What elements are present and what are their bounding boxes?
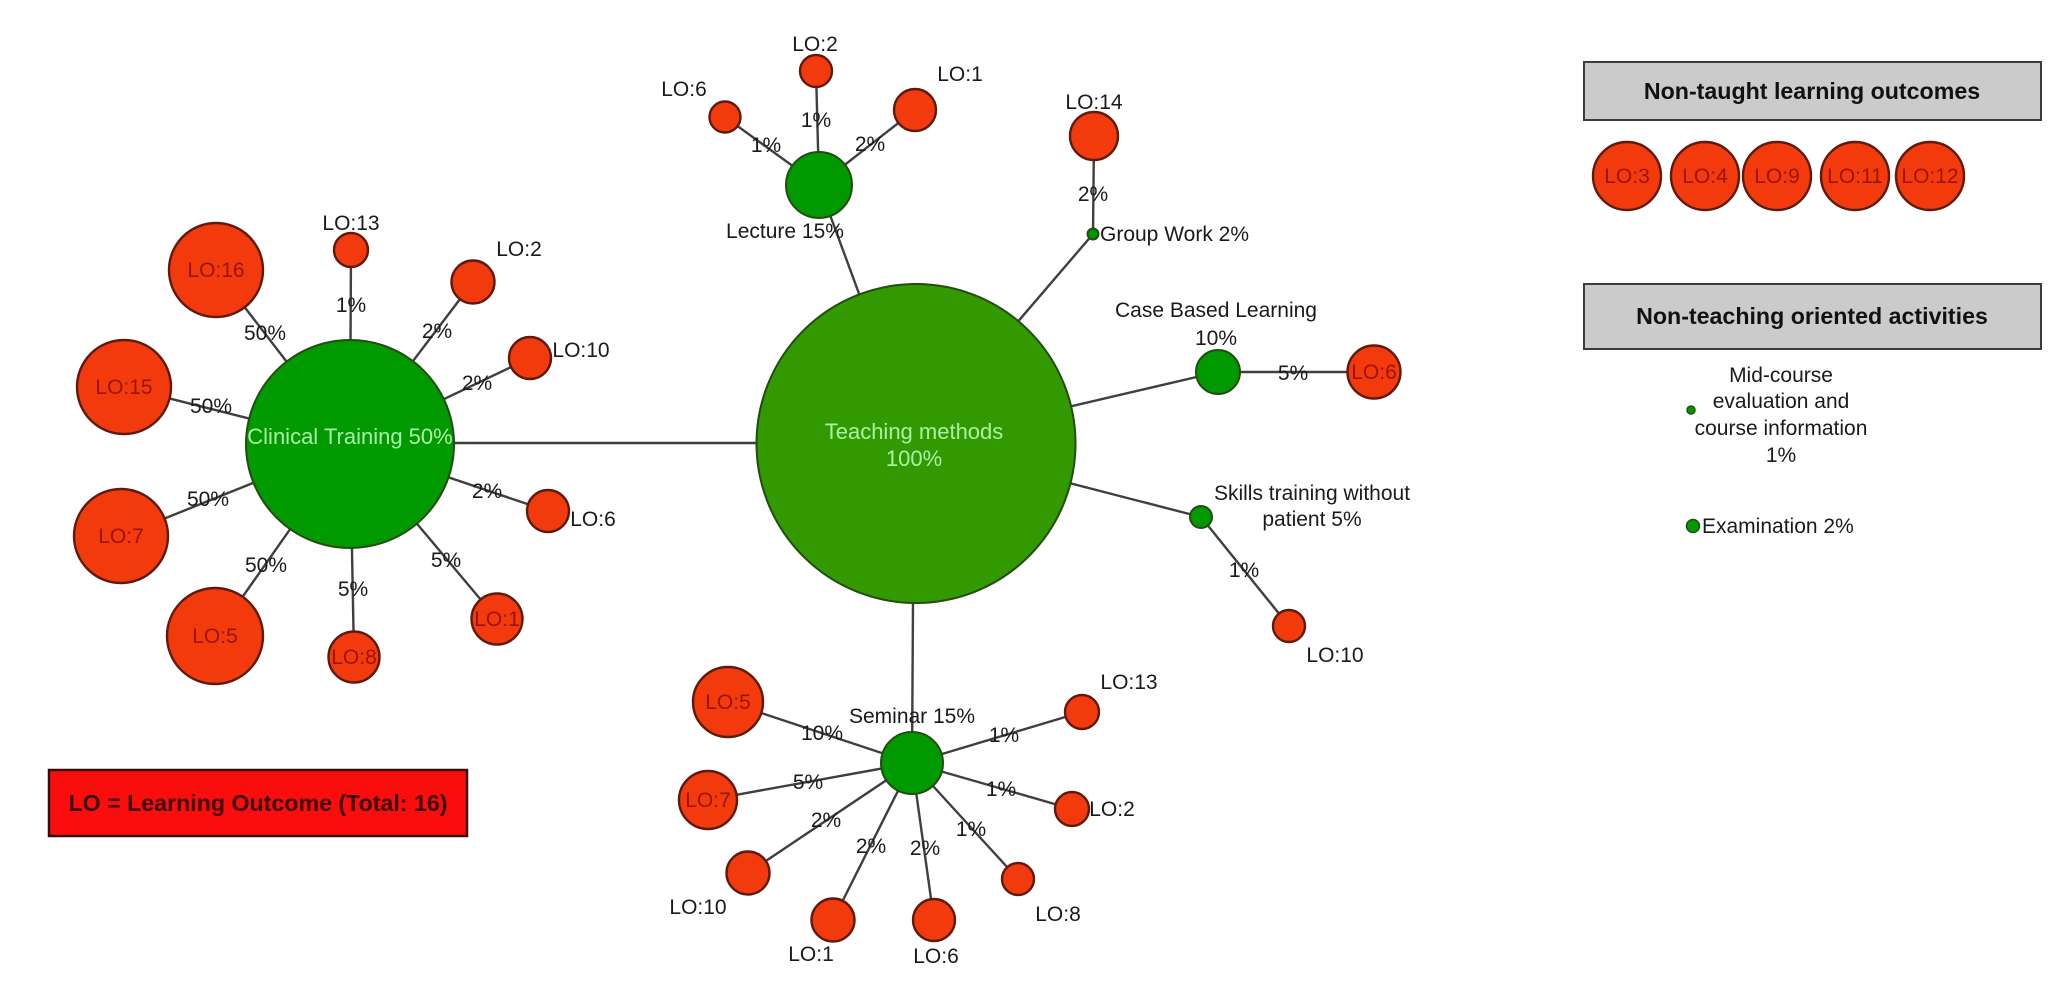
svg-text:2%: 2%: [472, 480, 502, 503]
svg-text:LO:6: LO:6: [570, 508, 616, 531]
svg-text:LO:11: LO:11: [1827, 165, 1883, 188]
svg-text:Mid-course: Mid-course: [1729, 364, 1833, 387]
svg-text:LO:2: LO:2: [1089, 798, 1135, 821]
svg-text:LO:12: LO:12: [1901, 165, 1958, 188]
svg-text:1%: 1%: [956, 818, 986, 841]
svg-text:LO:13: LO:13: [322, 212, 379, 235]
svg-text:100%: 100%: [886, 446, 942, 471]
svg-text:Teaching methods: Teaching methods: [825, 419, 1004, 444]
svg-text:LO:15: LO:15: [95, 376, 152, 399]
svg-text:Group Work 2%: Group Work 2%: [1100, 223, 1249, 246]
svg-text:LO:9: LO:9: [1754, 165, 1800, 188]
svg-text:Seminar 15%: Seminar 15%: [849, 705, 975, 728]
svg-text:10%: 10%: [801, 722, 843, 745]
svg-text:LO:1: LO:1: [937, 63, 983, 86]
svg-text:10%: 10%: [1195, 327, 1237, 350]
svg-text:50%: 50%: [244, 322, 286, 345]
svg-text:5%: 5%: [431, 549, 461, 572]
svg-text:Examination 2%: Examination 2%: [1702, 515, 1854, 538]
svg-text:LO:8: LO:8: [1035, 903, 1081, 926]
svg-text:Case Based Learning: Case Based Learning: [1115, 299, 1317, 322]
svg-text:LO:10: LO:10: [669, 896, 726, 919]
svg-text:1%: 1%: [1229, 559, 1259, 582]
svg-text:5%: 5%: [338, 578, 368, 601]
svg-text:LO:2: LO:2: [496, 238, 542, 261]
svg-text:LO:1: LO:1: [788, 943, 834, 966]
svg-text:LO:5: LO:5: [192, 625, 238, 648]
svg-text:Skills training without: Skills training without: [1214, 482, 1410, 505]
svg-text:2%: 2%: [910, 837, 940, 860]
svg-text:1%: 1%: [989, 724, 1019, 747]
svg-text:LO = Learning Outcome (Total:: LO = Learning Outcome (Total: 16): [69, 790, 448, 816]
svg-text:2%: 2%: [1078, 183, 1108, 206]
svg-text:LO:4: LO:4: [1682, 165, 1728, 188]
svg-text:LO:3: LO:3: [1604, 165, 1650, 188]
svg-text:1%: 1%: [1766, 444, 1796, 467]
svg-text:LO:2: LO:2: [792, 33, 838, 56]
svg-text:1%: 1%: [751, 134, 781, 157]
svg-text:1%: 1%: [336, 294, 366, 317]
svg-text:Non-taught learning outcomes: Non-taught learning outcomes: [1644, 78, 1980, 104]
svg-text:LO:8: LO:8: [331, 646, 377, 669]
svg-text:5%: 5%: [1278, 362, 1308, 385]
svg-text:Non-teaching oriented activiti: Non-teaching oriented activities: [1636, 303, 1988, 329]
svg-text:LO:6: LO:6: [913, 945, 959, 968]
svg-text:2%: 2%: [462, 372, 492, 395]
svg-text:2%: 2%: [422, 320, 452, 343]
svg-text:1%: 1%: [801, 109, 831, 132]
svg-text:patient 5%: patient 5%: [1262, 508, 1361, 531]
svg-text:LO:13: LO:13: [1100, 671, 1157, 694]
svg-text:LO:6: LO:6: [1351, 361, 1397, 384]
svg-text:2%: 2%: [811, 809, 841, 832]
svg-text:Lecture 15%: Lecture 15%: [726, 220, 844, 243]
svg-text:LO:10: LO:10: [1306, 644, 1363, 667]
svg-text:2%: 2%: [856, 835, 886, 858]
svg-text:50%: 50%: [187, 488, 229, 511]
svg-text:50%: 50%: [190, 395, 232, 418]
svg-text:LO:5: LO:5: [705, 691, 751, 714]
svg-text:50%: 50%: [245, 554, 287, 577]
svg-text:LO:6: LO:6: [661, 78, 707, 101]
svg-text:evaluation and: evaluation and: [1713, 390, 1850, 413]
svg-text:Clinical Training 50%: Clinical Training 50%: [247, 424, 452, 449]
svg-text:5%: 5%: [793, 771, 823, 794]
svg-text:LO:7: LO:7: [98, 525, 144, 548]
svg-text:LO:14: LO:14: [1065, 91, 1123, 114]
svg-text:2%: 2%: [855, 133, 885, 156]
svg-text:LO:1: LO:1: [474, 608, 520, 631]
svg-text:LO:16: LO:16: [187, 259, 244, 282]
svg-text:1%: 1%: [986, 778, 1016, 801]
svg-text:LO:10: LO:10: [552, 339, 609, 362]
svg-text:course information: course information: [1695, 417, 1868, 440]
svg-text:LO:7: LO:7: [685, 789, 731, 812]
